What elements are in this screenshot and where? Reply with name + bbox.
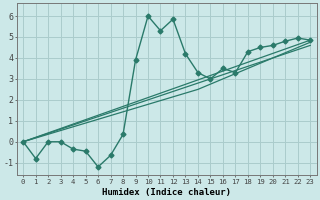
X-axis label: Humidex (Indice chaleur): Humidex (Indice chaleur): [102, 188, 231, 197]
